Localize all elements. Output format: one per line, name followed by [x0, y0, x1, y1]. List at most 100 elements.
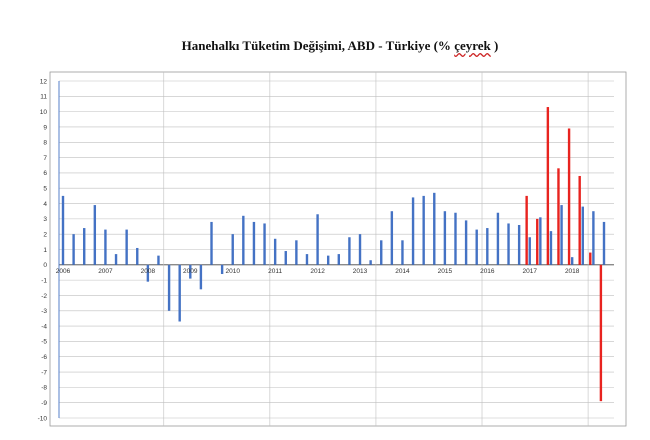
- x-tick-label: 2017: [523, 268, 538, 275]
- bar-us: [305, 254, 309, 265]
- tick-labels: 1211109876543210-1-2-3-4-5-6-7-8-9-10200…: [38, 78, 580, 422]
- bar-us: [295, 240, 298, 265]
- grid: [49, 71, 627, 427]
- bar-us: [104, 229, 107, 265]
- bar-us: [422, 195, 425, 265]
- y-tick-label: -2: [41, 293, 47, 300]
- y-tick-label: 2: [43, 231, 47, 238]
- bar-us: [369, 260, 372, 265]
- bar-us: [560, 205, 563, 265]
- y-tick-label: -5: [41, 339, 47, 346]
- bar-us: [146, 264, 150, 282]
- bar-us: [390, 211, 394, 265]
- bar-us: [475, 229, 478, 265]
- y-tick-label: 8: [43, 140, 47, 147]
- bar-us: [433, 192, 436, 265]
- x-tick-label: 2016: [480, 268, 495, 275]
- bar-us: [167, 264, 171, 311]
- bar-us: [454, 212, 457, 265]
- y-tick-label: -3: [41, 308, 47, 315]
- bar-us: [592, 211, 595, 265]
- y-tick-label: -9: [41, 400, 47, 407]
- bar-tr: [557, 168, 560, 265]
- bar-us: [83, 228, 86, 265]
- bar-us: [337, 254, 341, 265]
- bar-us: [496, 212, 500, 265]
- chart-title-end: ): [490, 38, 499, 53]
- x-tick-label: 2010: [225, 268, 240, 275]
- y-tick-label: -7: [41, 369, 47, 376]
- bar-us: [263, 223, 266, 265]
- bar-us: [72, 234, 75, 265]
- x-tick-label: 2014: [395, 268, 410, 275]
- bar-tr: [599, 264, 603, 402]
- bar-us: [380, 240, 383, 265]
- bar-us: [486, 228, 489, 265]
- bar-us: [602, 221, 606, 265]
- bar-us: [284, 251, 287, 265]
- y-tick-label: 4: [43, 201, 47, 208]
- x-tick-label: 2008: [141, 268, 156, 275]
- y-tick-label: -6: [41, 354, 47, 361]
- bar-us: [411, 197, 415, 265]
- bar-us: [528, 237, 531, 265]
- x-tick-label: 2009: [183, 268, 198, 275]
- bar-us: [570, 257, 574, 265]
- bars: [61, 107, 606, 402]
- bar-us: [93, 205, 97, 265]
- bar-us: [231, 234, 234, 265]
- y-tick-label: 5: [43, 186, 47, 193]
- y-tick-label: -10: [38, 415, 48, 422]
- bar-tr: [567, 128, 571, 265]
- chart-title: Hanehalkı Tüketim Değişimi, ABD - Türkiy…: [0, 38, 650, 54]
- bar-us: [136, 247, 139, 265]
- bar-us: [443, 211, 447, 265]
- bar-us: [242, 215, 245, 265]
- bar-us: [348, 237, 351, 265]
- bar-us: [114, 254, 118, 265]
- bar-us: [358, 234, 362, 265]
- bar-us: [517, 224, 521, 265]
- y-tick-label: 7: [43, 155, 47, 162]
- bar-us: [539, 217, 542, 265]
- bar-us: [189, 264, 192, 279]
- bar-us: [210, 221, 213, 265]
- bar-us: [581, 206, 584, 265]
- x-tick-label: 2011: [268, 268, 282, 275]
- bar-us: [464, 220, 468, 265]
- bar-us: [178, 264, 181, 322]
- y-tick-label: 11: [40, 94, 47, 101]
- y-tick-label: 6: [43, 170, 47, 177]
- x-tick-label: 2006: [56, 268, 71, 275]
- bar-us: [401, 240, 404, 265]
- bar-us: [220, 264, 224, 275]
- x-tick-label: 2013: [353, 268, 368, 275]
- y-tick-label: -8: [41, 385, 47, 392]
- bar-tr: [546, 107, 550, 265]
- y-tick-label: 12: [40, 78, 48, 85]
- bar-us: [125, 229, 128, 265]
- bar-tr: [536, 218, 539, 265]
- chart-title-main: Hanehalkı Tüketim Değişimi, ABD - Türkiy…: [181, 38, 455, 53]
- bar-us: [61, 195, 65, 265]
- bar-us: [316, 214, 319, 265]
- y-tick-label: -1: [41, 277, 47, 284]
- x-tick-label: 2012: [310, 268, 325, 275]
- chart-frame: [49, 71, 627, 427]
- bar-us: [199, 264, 203, 290]
- y-tick-label: 0: [43, 262, 47, 269]
- bar-us: [549, 231, 553, 265]
- bar-us: [507, 223, 510, 265]
- bar-tr: [578, 175, 581, 265]
- bar-us: [273, 238, 277, 265]
- bar-tr: [589, 252, 592, 265]
- y-tick-label: -4: [41, 323, 47, 330]
- x-tick-label: 2018: [565, 268, 580, 275]
- bar-us: [252, 221, 256, 265]
- chart-title-underlined: çeyrek: [454, 38, 491, 53]
- y-tick-label: 3: [43, 216, 47, 223]
- x-tick-label: 2015: [438, 268, 453, 275]
- bar-us: [326, 255, 330, 265]
- bar-us: [157, 255, 160, 265]
